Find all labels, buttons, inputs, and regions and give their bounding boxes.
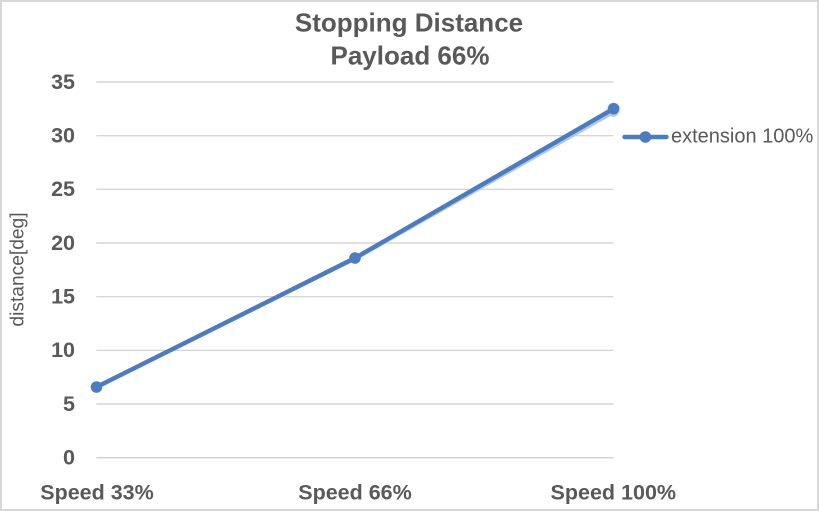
svg-text:25: 25 (51, 177, 75, 201)
svg-text:30: 30 (51, 124, 75, 148)
svg-text:5: 5 (63, 392, 75, 416)
svg-text:15: 15 (51, 285, 75, 309)
svg-text:10: 10 (51, 338, 75, 362)
svg-text:35: 35 (51, 70, 75, 94)
svg-text:distance[deg]: distance[deg] (8, 212, 29, 326)
svg-text:Payload 66%: Payload 66% (331, 40, 490, 70)
svg-text:Stopping Distance: Stopping Distance (295, 8, 523, 38)
svg-text:Speed 33%: Speed 33% (40, 481, 154, 505)
svg-text:Speed 66%: Speed 66% (298, 481, 412, 505)
svg-text:0: 0 (63, 446, 75, 470)
svg-text:Speed 100%: Speed 100% (551, 481, 676, 505)
svg-text:20: 20 (51, 231, 75, 255)
svg-text:extension 100%: extension 100% (671, 126, 814, 148)
